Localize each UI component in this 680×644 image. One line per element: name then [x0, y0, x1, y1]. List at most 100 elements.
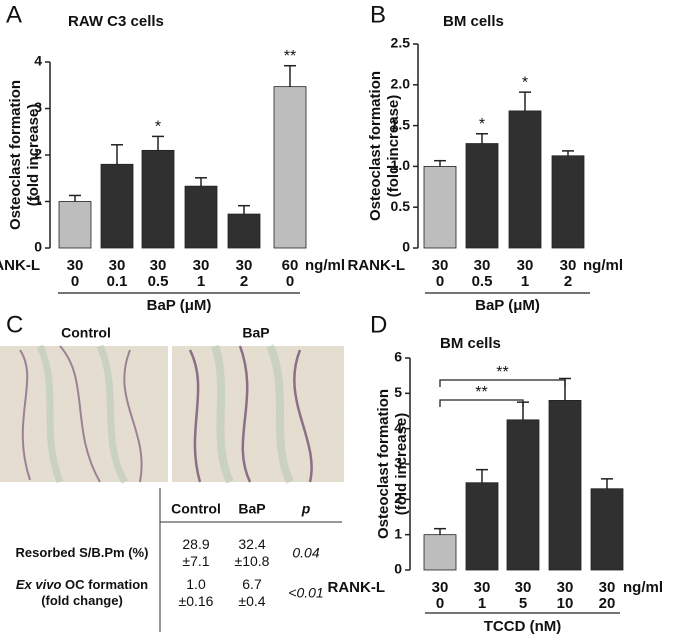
- column-header: BaP: [238, 501, 265, 517]
- row-label-part: Ex vivo: [16, 577, 62, 592]
- column-header: Control: [171, 501, 221, 517]
- table-cell: 1.0: [186, 576, 206, 592]
- row-label-part: Resorbed S/B.Pm (%): [16, 545, 149, 560]
- bar: [590, 488, 624, 571]
- y-axis-label: (fold increase): [385, 95, 402, 198]
- row-label: Ex vivo OC formation: [16, 577, 148, 592]
- y-tick-label: 2.0: [391, 76, 411, 92]
- y-tick-label: 6: [394, 349, 402, 365]
- bar: [58, 201, 92, 249]
- bar: [423, 165, 457, 249]
- x-tick-label: 30: [517, 257, 534, 274]
- micrograph: [172, 344, 344, 484]
- y-tick-label: 0.5: [391, 198, 411, 214]
- image-caption: BaP: [242, 325, 269, 341]
- y-tick-label: 1.5: [391, 116, 411, 132]
- bar: [141, 149, 175, 249]
- x-tick-label: 5: [519, 595, 527, 612]
- panel-label: A: [6, 1, 22, 28]
- x-tick-label: 30: [515, 579, 532, 596]
- bar: [506, 419, 540, 571]
- group-label: BaP (μM): [147, 297, 212, 314]
- y-axis-label: (fold increase): [25, 104, 42, 207]
- x-tick-label: 0.5: [472, 273, 493, 290]
- table-cell: 0.04: [292, 545, 319, 561]
- y-tick-label: 0: [34, 239, 42, 255]
- bar: [548, 399, 582, 571]
- x-tick-label: 2: [240, 273, 248, 290]
- x-tick-label: 2: [564, 273, 572, 290]
- y-tick-label: 1: [394, 525, 402, 541]
- chart-title: BM cells: [443, 13, 504, 30]
- y-tick-label: 1: [34, 192, 42, 208]
- x-tick-label: 0.5: [148, 273, 169, 290]
- y-tick-label: 2: [394, 490, 402, 506]
- bar: [184, 185, 218, 249]
- bar: [465, 482, 499, 571]
- row-label: Resorbed S/B.Pm (%): [16, 545, 149, 560]
- panel-label: D: [370, 311, 387, 338]
- y-axis-label: Osteoclast formation: [367, 71, 384, 221]
- x-tick-label: 0: [71, 273, 79, 290]
- column-header: p: [301, 501, 311, 517]
- y-axis-label: (fold increase): [393, 413, 410, 516]
- x-tick-label: 30: [474, 579, 491, 596]
- y-tick-label: 5: [394, 384, 402, 400]
- x-tick-label: 0.1: [107, 273, 128, 290]
- row-label: RANK-L: [348, 257, 406, 274]
- significance: **: [284, 48, 296, 65]
- x-tick-label: 30: [560, 257, 577, 274]
- x-tick-label: 30: [109, 257, 126, 274]
- chart-title: RAW C3 cells: [68, 13, 164, 30]
- y-tick-label: 0: [402, 239, 410, 255]
- row-label: RANK-L: [328, 579, 386, 596]
- micrograph: [0, 344, 168, 484]
- bar: [423, 534, 457, 571]
- y-tick-label: 0: [394, 561, 402, 577]
- x-tick-label: 1: [521, 273, 529, 290]
- y-tick-label: 2: [34, 146, 42, 162]
- table-cell: 32.4: [238, 536, 265, 552]
- bar: [273, 86, 307, 249]
- table-cell: 28.9: [182, 536, 209, 552]
- bar: [465, 143, 499, 249]
- unit-label: ng/ml: [623, 579, 663, 596]
- row-label-part: OC formation: [61, 577, 148, 592]
- significance-bracket: [439, 379, 566, 387]
- table-cell: ±10.8: [235, 553, 270, 569]
- x-tick-label: 1: [197, 273, 205, 290]
- bar: [100, 163, 134, 249]
- panel-label: C: [6, 311, 23, 338]
- row-label: RANK-L: [0, 257, 40, 274]
- y-tick-label: 2.5: [391, 35, 411, 51]
- significance-bracket: [439, 399, 524, 407]
- group-label: TCCD (nM): [484, 618, 561, 635]
- bar: [551, 155, 585, 249]
- table-cell: ±0.4: [238, 593, 265, 609]
- panel-label: B: [370, 1, 386, 28]
- x-tick-label: 30: [432, 579, 449, 596]
- chart-title: BM cells: [440, 335, 501, 352]
- group-label: BaP (μM): [475, 297, 540, 314]
- bar: [508, 110, 542, 249]
- bar: [227, 213, 261, 249]
- table-cell: ±7.1: [182, 553, 209, 569]
- row-label-part: (fold change): [41, 593, 123, 608]
- image-caption: Control: [61, 325, 111, 341]
- unit-label: ng/ml: [583, 257, 623, 274]
- y-tick-label: 3: [34, 99, 42, 115]
- x-tick-label: 30: [599, 579, 616, 596]
- significance: **: [475, 384, 487, 401]
- x-tick-label: 0: [286, 273, 294, 290]
- x-tick-label: 30: [432, 257, 449, 274]
- x-tick-label: 1: [478, 595, 486, 612]
- significance: *: [522, 74, 528, 91]
- significance: *: [155, 119, 161, 136]
- significance: **: [496, 364, 508, 381]
- x-tick-label: 30: [474, 257, 491, 274]
- x-tick-label: 60: [282, 257, 299, 274]
- table-cell: ±0.16: [179, 593, 214, 609]
- x-tick-label: 10: [557, 595, 574, 612]
- x-tick-label: 20: [599, 595, 616, 612]
